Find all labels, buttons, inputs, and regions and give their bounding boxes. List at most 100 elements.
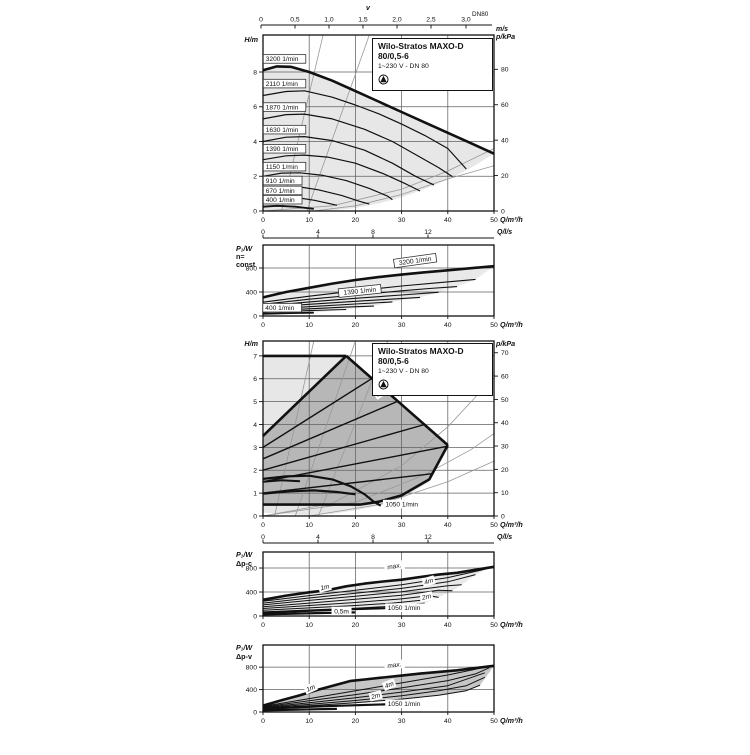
axis-title: Q/m³/h: [500, 520, 523, 529]
curve-label-text: 1050 1/min: [388, 701, 421, 708]
y-tick-label: 1: [253, 491, 257, 498]
y-tick-label: 4: [253, 139, 257, 146]
curve-1150 1/min: [262, 172, 393, 201]
curve-min-curve-3: [262, 479, 301, 483]
curve-1050 1/min: [262, 702, 407, 710]
curve-label-text: 1150 1/min: [266, 164, 298, 171]
rect: [317, 581, 332, 593]
curve-label-text: 2m: [370, 692, 382, 701]
y2-tick-label: 20: [501, 173, 509, 180]
curve-label: 3200 1/min: [393, 252, 438, 269]
curve-max-curve-descending: [345, 354, 449, 447]
axis-title: Q/l/s: [497, 534, 512, 541]
x-tick-label: 30: [398, 522, 406, 529]
x-tick-label: 0: [261, 217, 265, 224]
axis-tick-label: 8: [371, 229, 375, 236]
curve-label-text: 910 1/min: [266, 178, 295, 185]
curve-label-text: max.: [387, 661, 402, 670]
y2-tick-label: 0: [501, 208, 505, 215]
curve-label: max.: [383, 560, 405, 573]
curve-label: max.: [383, 659, 405, 671]
curve-label: 1870 1/min: [262, 102, 307, 112]
velocity-axis-ruler: 0 0,5 1,0 1,5 2,0 2,5 3,0 v DN80 m/s: [259, 5, 508, 33]
axis-title: H/m: [244, 339, 258, 348]
x-tick-label: 30: [398, 217, 406, 224]
y2-tick-label: 80: [501, 67, 509, 74]
rect: [382, 499, 426, 509]
curve-label: 1050 1/min: [382, 499, 426, 509]
rect: [262, 185, 303, 196]
curve-dpv-max-setting-edge: [262, 354, 348, 437]
plot-border: [262, 340, 495, 517]
curve-label-text: 2110 1/min: [266, 81, 298, 88]
axis-tick-label: 0: [259, 17, 263, 24]
x-tick-label: 30: [398, 622, 406, 629]
curve-setting-curve-2: [262, 667, 490, 708]
axis-title: v: [366, 5, 371, 12]
pump-series-name: Wilo-Stratos MAXO-D: [378, 41, 464, 51]
plot-border: [262, 34, 495, 212]
rect: [383, 659, 405, 671]
curve-label: 1390 1/min: [337, 283, 382, 298]
x-tick-label: 30: [398, 322, 406, 329]
curve-label-text: 3200 1/min: [266, 56, 299, 63]
axis-title: Q/m³/h: [500, 716, 523, 725]
x-tick-label: 0: [261, 322, 265, 329]
axis-tick-label: 0: [261, 534, 265, 541]
curve-3200 1/min: [262, 65, 495, 155]
curve-label: 1630 1/min: [262, 124, 307, 135]
y-tick-label: 400: [246, 687, 258, 694]
x-tick-label: 50: [490, 522, 498, 529]
axis-title: H/m: [244, 35, 258, 44]
curve-label: 1150 1/min: [262, 161, 307, 172]
axis-title: p/kPa: [495, 32, 515, 41]
rect: [262, 54, 307, 64]
curve-label: 670 1/min: [262, 185, 303, 196]
x-tick-label: 0: [261, 718, 265, 725]
axis-title: P₁/W: [236, 550, 253, 559]
x-tick-label: 10: [305, 522, 313, 529]
curve-label: 910 1/min: [262, 175, 303, 186]
pump-model: 80/0,5-6: [378, 50, 409, 61]
curve-label: 0,5m: [331, 606, 352, 616]
curve-setting-curve-1: [262, 567, 490, 602]
guide-line: [313, 165, 495, 212]
curve-400 1/min: [262, 204, 314, 210]
axis-tick-label: 12: [424, 229, 432, 236]
curve-label-text: 400 1/min: [266, 197, 295, 204]
x-tick-label: 10: [305, 622, 313, 629]
rect: [262, 161, 307, 172]
y-tick-label: 2: [253, 468, 257, 475]
curve-label-text: 1m: [320, 583, 331, 592]
y2-tick-label: 20: [501, 467, 509, 474]
pump-electrical-spec: 1~230 V - DN 80: [378, 63, 429, 71]
curve-setting-curve-3: [262, 584, 462, 606]
axis-tick-label: 4: [316, 534, 320, 541]
x-tick-label: 0: [261, 522, 265, 529]
curve-max: [262, 664, 495, 707]
x-tick-label: 40: [444, 622, 452, 629]
axis-tick-label: 1,0: [324, 17, 334, 24]
axis-tick-label: 0,5: [290, 17, 300, 24]
y2-tick-label: 70: [501, 350, 509, 357]
curve-label: 1390 1/min: [262, 144, 307, 154]
pump-icon: [378, 377, 487, 395]
curve-1630 1/min: [262, 136, 435, 186]
curve-label: 3200 1/min: [262, 54, 307, 64]
rect: [368, 690, 383, 702]
x-tick-label: 50: [490, 322, 498, 329]
x-tick-label: 10: [305, 322, 313, 329]
x-tick-label: 50: [490, 622, 498, 629]
axis-title: P₁/W: [236, 244, 253, 253]
guide-line: [294, 340, 356, 517]
y-tick-label: 0: [253, 709, 257, 716]
curve-label: 1050 1/min: [385, 603, 428, 612]
pump-icon: [378, 72, 487, 90]
y-tick-label: 800: [246, 565, 258, 572]
y2-tick-label: 40: [501, 420, 509, 427]
power-band: [263, 566, 494, 612]
axis-title: P₁/W: [236, 643, 253, 652]
